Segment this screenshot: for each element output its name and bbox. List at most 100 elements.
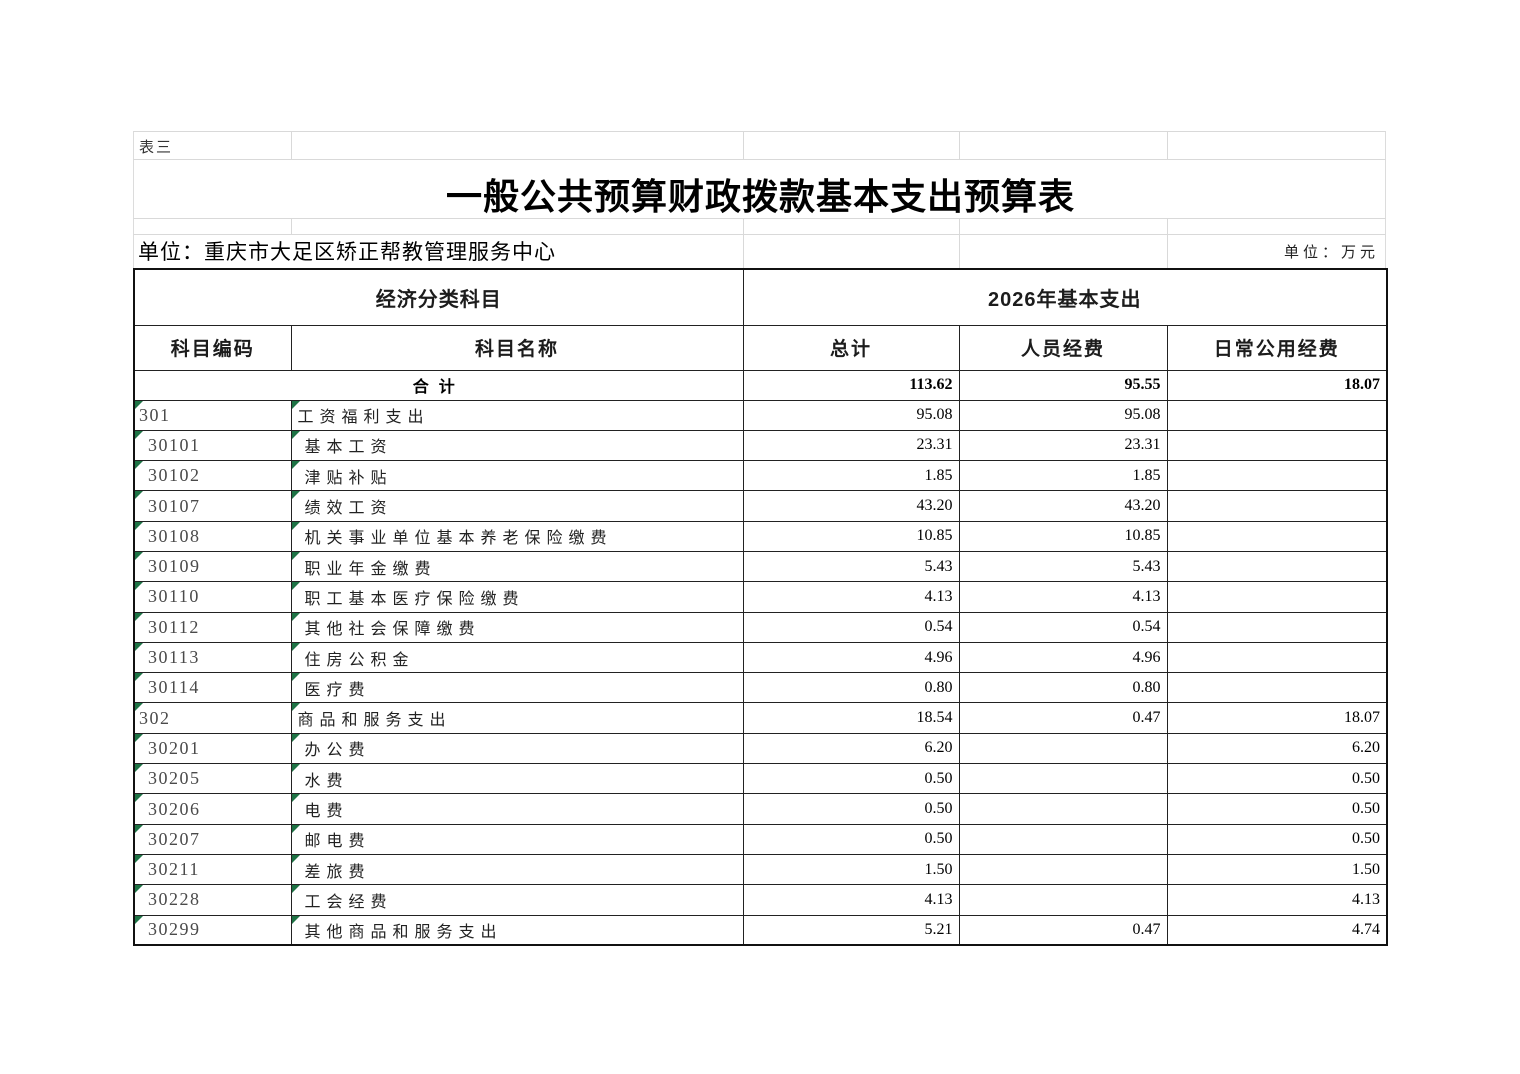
- total-cell[interactable]: 23.31: [742, 429, 960, 462]
- daily-cell[interactable]: 4.74: [1166, 914, 1388, 946]
- code-cell[interactable]: 301: [133, 399, 292, 431]
- header-economic-classification[interactable]: 经济分类科目: [133, 268, 744, 326]
- name-cell[interactable]: 绩效工资: [290, 490, 744, 522]
- total-cell[interactable]: 0.54: [742, 611, 960, 643]
- personnel-cell[interactable]: 0.47: [958, 914, 1168, 946]
- personnel-cell[interactable]: [958, 732, 1168, 765]
- total-label-cell[interactable]: 合计: [133, 369, 744, 401]
- code-cell[interactable]: 30201: [133, 732, 292, 765]
- total-cell[interactable]: 1.85: [742, 460, 960, 492]
- code-cell[interactable]: 30101: [133, 429, 292, 462]
- code-cell[interactable]: 30107: [133, 490, 292, 522]
- column-header-subject-code[interactable]: 科目编码: [133, 324, 292, 371]
- daily-cell[interactable]: [1166, 550, 1388, 583]
- column-header-total[interactable]: 总计: [742, 324, 960, 371]
- personnel-cell[interactable]: [958, 884, 1168, 916]
- personnel-cell[interactable]: [958, 763, 1168, 795]
- personnel-cell[interactable]: [958, 793, 1168, 825]
- daily-cell[interactable]: 0.50: [1166, 763, 1388, 795]
- total-sum-cell[interactable]: 113.62: [742, 369, 960, 401]
- total-personnel-cell[interactable]: 95.55: [958, 369, 1168, 401]
- total-cell[interactable]: 0.50: [742, 763, 960, 795]
- personnel-cell[interactable]: 0.80: [958, 672, 1168, 704]
- total-cell[interactable]: 95.08: [742, 399, 960, 431]
- total-cell[interactable]: 6.20: [742, 732, 960, 765]
- name-cell[interactable]: 邮电费: [290, 823, 744, 855]
- name-cell[interactable]: 其他商品和服务支出: [290, 914, 744, 946]
- total-cell[interactable]: 4.13: [742, 884, 960, 916]
- name-cell[interactable]: 电费: [290, 793, 744, 825]
- name-cell[interactable]: 机关事业单位基本养老保险缴费: [290, 520, 744, 552]
- daily-cell[interactable]: [1166, 520, 1388, 552]
- name-cell[interactable]: 职工基本医疗保险缴费: [290, 581, 744, 613]
- personnel-cell[interactable]: 0.54: [958, 611, 1168, 643]
- name-cell[interactable]: 职业年金缴费: [290, 550, 744, 583]
- daily-cell[interactable]: [1166, 490, 1388, 522]
- code-cell[interactable]: 30102: [133, 460, 292, 492]
- name-cell[interactable]: 其他社会保障缴费: [290, 611, 744, 643]
- daily-cell[interactable]: [1166, 641, 1388, 674]
- personnel-cell[interactable]: 0.47: [958, 702, 1168, 734]
- personnel-cell[interactable]: 43.20: [958, 490, 1168, 522]
- name-cell[interactable]: 商品和服务支出: [290, 702, 744, 734]
- daily-cell[interactable]: [1166, 429, 1388, 462]
- name-cell[interactable]: 工资福利支出: [290, 399, 744, 431]
- code-cell[interactable]: 30110: [133, 581, 292, 613]
- total-cell[interactable]: 4.13: [742, 581, 960, 613]
- code-cell[interactable]: 30228: [133, 884, 292, 916]
- code-cell[interactable]: 30114: [133, 672, 292, 704]
- daily-cell[interactable]: 0.50: [1166, 793, 1388, 825]
- column-header-subject-name[interactable]: 科目名称: [290, 324, 744, 371]
- personnel-cell[interactable]: [958, 823, 1168, 855]
- total-cell[interactable]: 1.50: [742, 853, 960, 886]
- code-cell[interactable]: 30109: [133, 550, 292, 583]
- total-cell[interactable]: 10.85: [742, 520, 960, 552]
- code-cell[interactable]: 30211: [133, 853, 292, 886]
- column-header-personnel[interactable]: 人员经费: [958, 324, 1168, 371]
- code-cell[interactable]: 302: [133, 702, 292, 734]
- name-cell[interactable]: 津贴补贴: [290, 460, 744, 492]
- name-cell[interactable]: 水费: [290, 763, 744, 795]
- personnel-cell[interactable]: 10.85: [958, 520, 1168, 552]
- total-cell[interactable]: 5.43: [742, 550, 960, 583]
- header-year-basic-expenditure[interactable]: 2026年基本支出: [742, 268, 1388, 326]
- daily-cell[interactable]: [1166, 460, 1388, 492]
- total-cell[interactable]: 43.20: [742, 490, 960, 522]
- personnel-cell[interactable]: 95.08: [958, 399, 1168, 431]
- daily-cell[interactable]: 0.50: [1166, 823, 1388, 855]
- code-cell[interactable]: 30206: [133, 793, 292, 825]
- personnel-cell[interactable]: 5.43: [958, 550, 1168, 583]
- daily-cell[interactable]: 4.13: [1166, 884, 1388, 916]
- name-cell[interactable]: 工会经费: [290, 884, 744, 916]
- personnel-cell[interactable]: [958, 853, 1168, 886]
- total-cell[interactable]: 0.50: [742, 793, 960, 825]
- daily-cell[interactable]: [1166, 672, 1388, 704]
- name-cell[interactable]: 住房公积金: [290, 641, 744, 674]
- name-cell[interactable]: 医疗费: [290, 672, 744, 704]
- personnel-cell[interactable]: 4.96: [958, 641, 1168, 674]
- code-cell[interactable]: 30108: [133, 520, 292, 552]
- code-cell[interactable]: 30112: [133, 611, 292, 643]
- name-cell[interactable]: 差旅费: [290, 853, 744, 886]
- personnel-cell[interactable]: 4.13: [958, 581, 1168, 613]
- daily-cell[interactable]: [1166, 581, 1388, 613]
- daily-cell[interactable]: [1166, 399, 1388, 431]
- code-cell[interactable]: 30299: [133, 914, 292, 946]
- code-cell[interactable]: 30207: [133, 823, 292, 855]
- daily-cell[interactable]: 18.07: [1166, 702, 1388, 734]
- total-cell[interactable]: 4.96: [742, 641, 960, 674]
- name-cell[interactable]: 办公费: [290, 732, 744, 765]
- personnel-cell[interactable]: 1.85: [958, 460, 1168, 492]
- daily-cell[interactable]: [1166, 611, 1388, 643]
- total-cell[interactable]: 0.80: [742, 672, 960, 704]
- code-cell[interactable]: 30205: [133, 763, 292, 795]
- code-cell[interactable]: 30113: [133, 641, 292, 674]
- name-cell[interactable]: 基本工资: [290, 429, 744, 462]
- total-cell[interactable]: 5.21: [742, 914, 960, 946]
- total-cell[interactable]: 0.50: [742, 823, 960, 855]
- column-header-daily-public[interactable]: 日常公用经费: [1166, 324, 1388, 371]
- total-cell[interactable]: 18.54: [742, 702, 960, 734]
- total-daily-cell[interactable]: 18.07: [1166, 369, 1388, 401]
- personnel-cell[interactable]: 23.31: [958, 429, 1168, 462]
- daily-cell[interactable]: 1.50: [1166, 853, 1388, 886]
